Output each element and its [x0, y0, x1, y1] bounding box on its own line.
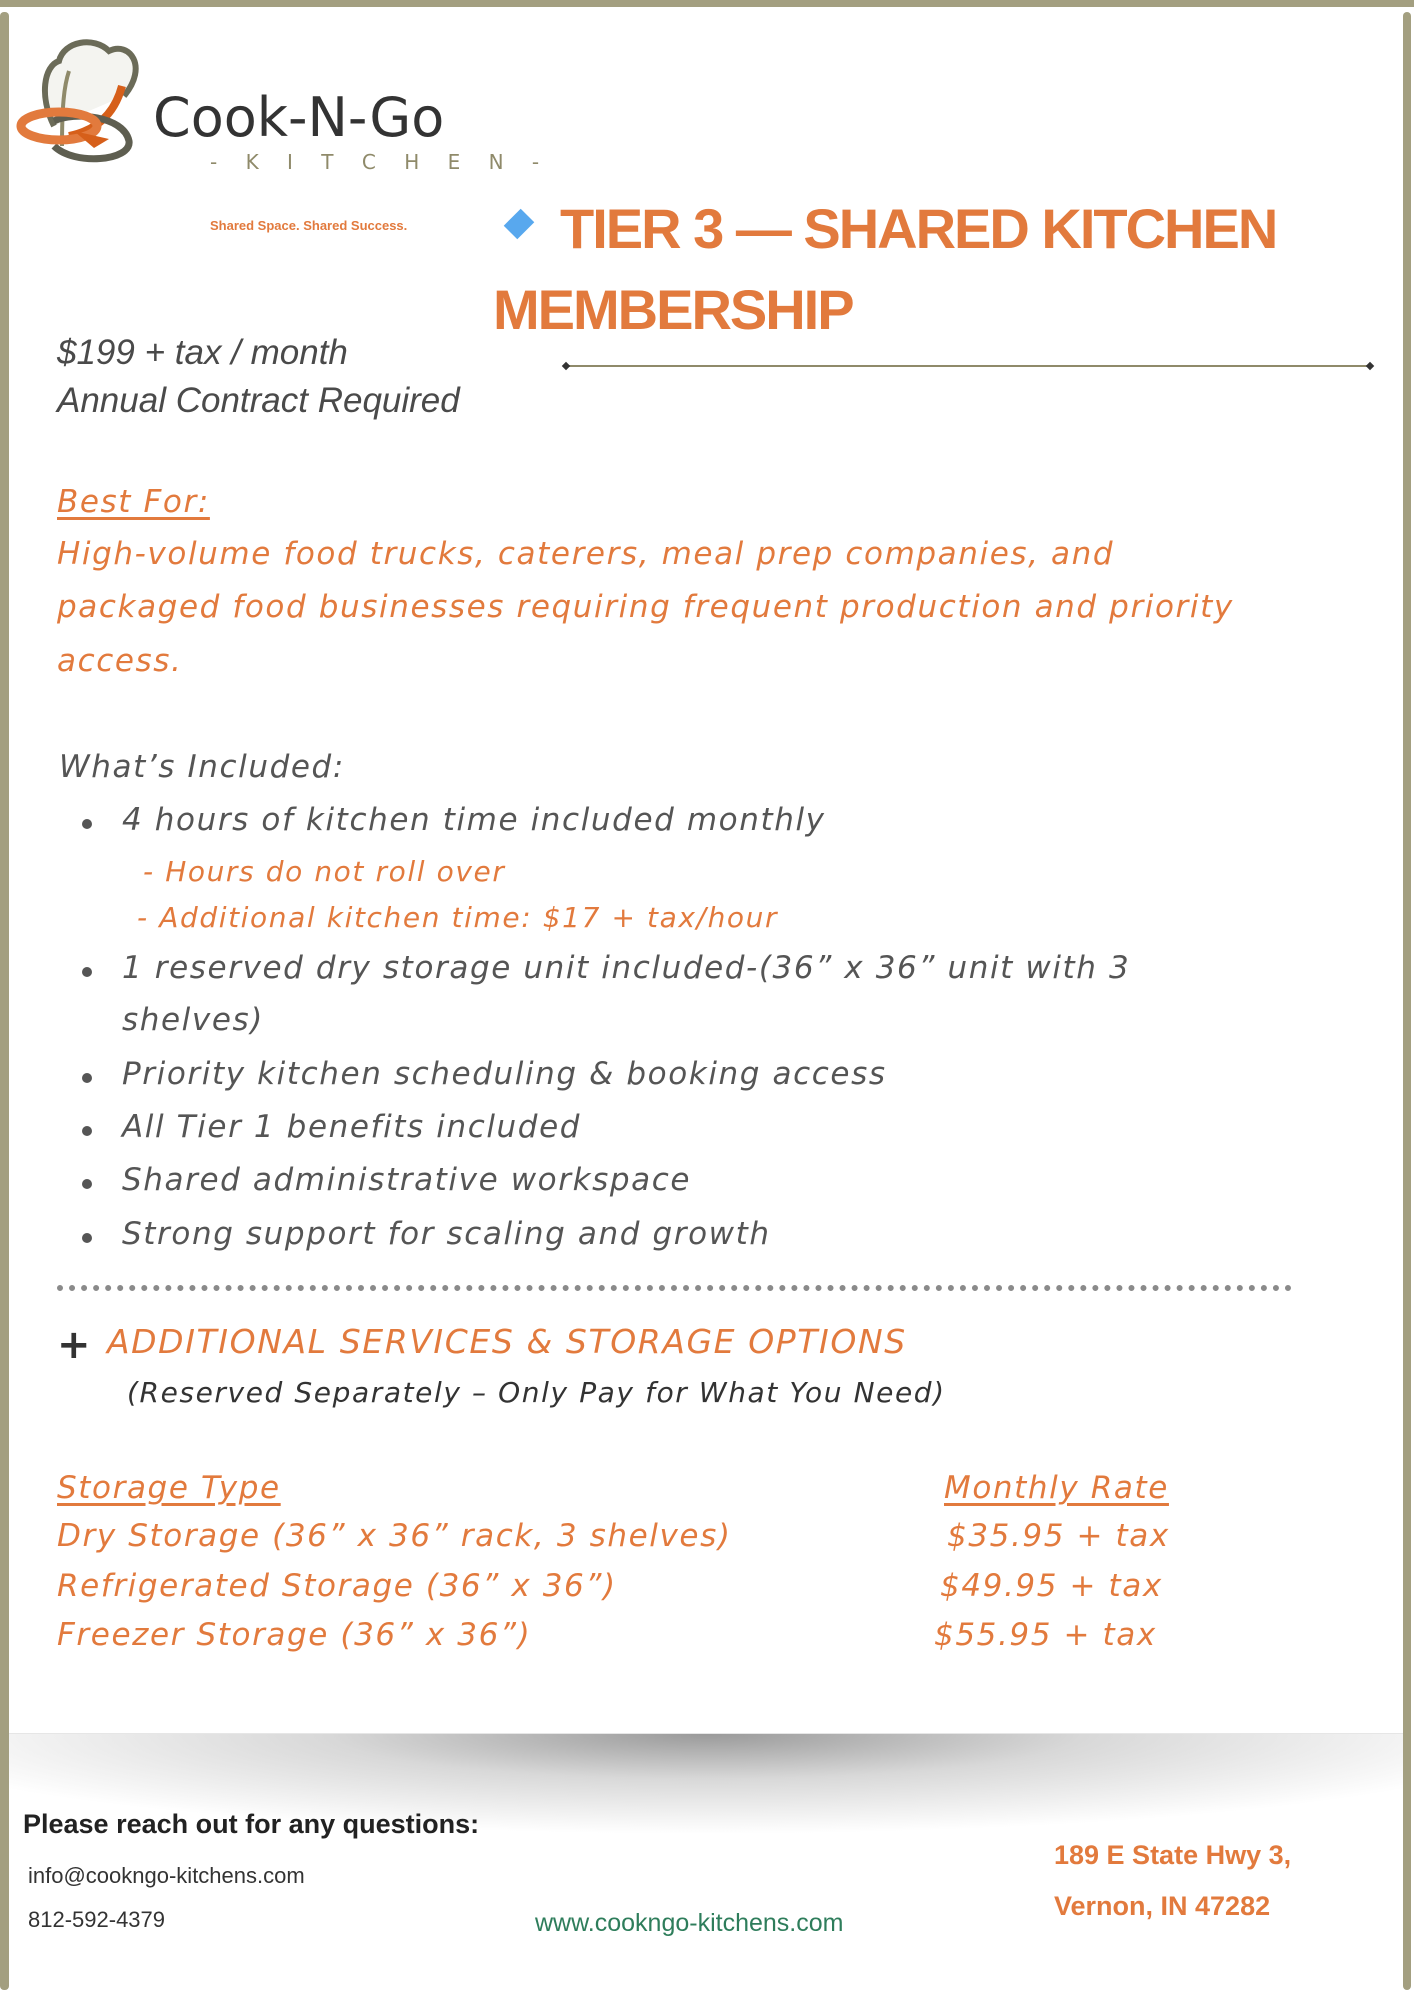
additional-heading: ADDITIONAL SERVICES & STORAGE OPTIONS: [107, 1322, 907, 1361]
included-sub-item: - Hours do not roll over: [143, 855, 506, 888]
bullet-icon: [82, 1073, 92, 1083]
bullet-icon: [82, 1233, 92, 1243]
contract-note: Annual Contract Required: [57, 381, 460, 420]
footer-website-link[interactable]: www.cookngo-kitchens.com: [535, 1909, 844, 1937]
price: $199 + tax / month: [57, 333, 348, 372]
page-frame-right: [1403, 12, 1411, 1990]
footer-address-line1: 189 E State Hwy 3,: [1054, 1840, 1292, 1870]
footer-heading: Please reach out for any questions:: [23, 1809, 480, 1839]
footer-shadow-divider: [9, 1733, 1403, 1834]
bullet-icon: [82, 967, 92, 977]
included-item-continued: shelves): [122, 1002, 264, 1038]
page-frame-left: [0, 12, 9, 1990]
storage-row-type: Dry Storage (36” x 36” rack, 3 shelves): [57, 1518, 732, 1554]
page-title-line2: MEMBERSHIP: [493, 278, 855, 341]
bullet-icon: [82, 1126, 92, 1136]
best-for-heading: Best For:: [57, 484, 210, 520]
included-sub-item: - Additional kitchen time: $17 + tax/hou…: [137, 901, 779, 934]
dotted-divider: [57, 1285, 1292, 1291]
footer-email[interactable]: info@cookngo-kitchens.com: [28, 1863, 305, 1888]
storage-row-rate: $49.95 + tax: [940, 1568, 1163, 1604]
storage-type-header: Storage Type: [57, 1470, 281, 1506]
included-item: All Tier 1 benefits included: [122, 1109, 582, 1145]
best-for-line: packaged food businesses requiring frequ…: [57, 589, 1234, 625]
included-item: Strong support for scaling and growth: [122, 1216, 771, 1252]
page-title-line1: TIER 3 — SHARED KITCHEN: [560, 197, 1278, 260]
included-item: 4 hours of kitchen time included monthly: [122, 802, 826, 838]
included-heading: What’s Included:: [59, 749, 345, 785]
footer-phone[interactable]: 812-592-4379: [28, 1907, 166, 1932]
tagline: Shared Space. Shared Success.: [210, 218, 408, 233]
page-frame-top: [0, 0, 1414, 7]
storage-row-rate: $55.95 + tax: [934, 1617, 1157, 1653]
monthly-rate-header: Monthly Rate: [944, 1470, 1169, 1506]
included-item: Priority kitchen scheduling & booking ac…: [122, 1056, 887, 1092]
plus-icon: +: [57, 1322, 91, 1368]
best-for-line: access.: [57, 643, 183, 679]
title-divider: [566, 365, 1370, 367]
footer-address-line2: Vernon, IN 47282: [1054, 1891, 1271, 1921]
logo-subtitle: - K I T C H E N -: [210, 150, 551, 174]
logo-brand-name: Cook-N-Go: [153, 86, 445, 149]
storage-row-type: Refrigerated Storage (36” x 36”): [57, 1568, 617, 1604]
blue-diamond-icon: [503, 208, 535, 240]
storage-row-rate: $35.95 + tax: [947, 1518, 1170, 1554]
best-for-line: High-volume food trucks, caterers, meal …: [57, 536, 1115, 572]
storage-row-type: Freezer Storage (36” x 36”): [57, 1617, 532, 1653]
included-item: 1 reserved dry storage unit included-(36…: [122, 950, 1131, 986]
included-item: Shared administrative workspace: [122, 1162, 692, 1198]
chef-hat-logo-icon: [16, 39, 139, 163]
bullet-icon: [82, 1179, 92, 1189]
additional-subheading: (Reserved Separately – Only Pay for What…: [127, 1376, 946, 1409]
bullet-icon: [82, 819, 92, 829]
